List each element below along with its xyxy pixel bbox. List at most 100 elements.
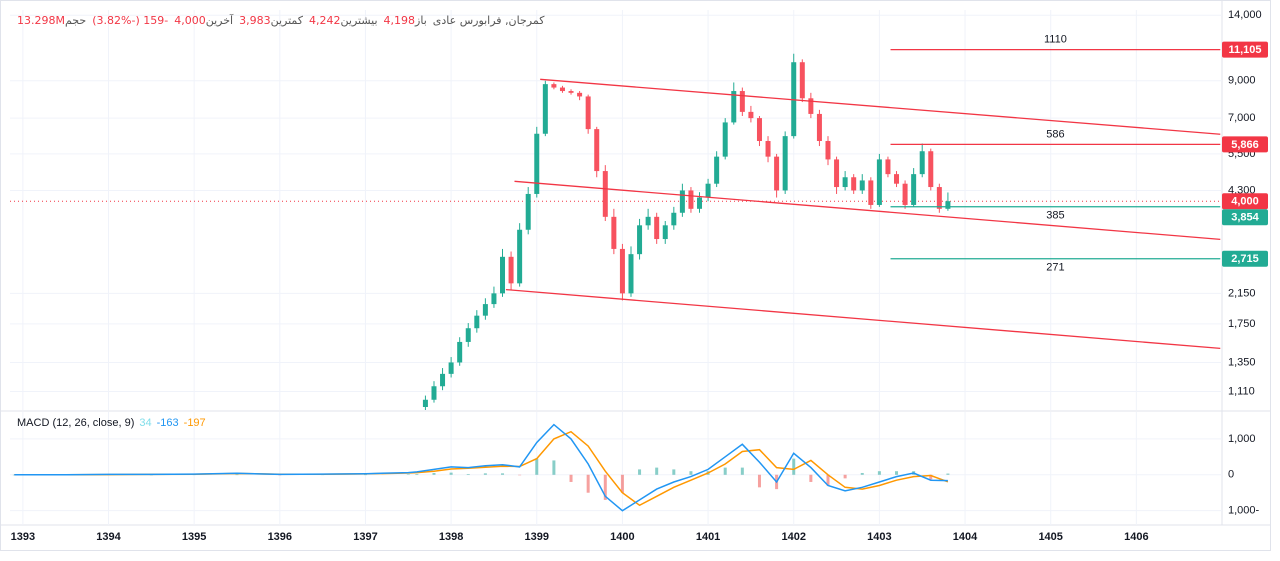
- price-badge-label: 5,866: [1231, 139, 1259, 151]
- y-tick-label: 1,110: [1228, 385, 1255, 397]
- volume-label: حجم: [64, 14, 87, 27]
- field-label: آخرین: [205, 14, 234, 27]
- histogram-bar: [432, 472, 436, 475]
- candle-body: [611, 216, 617, 249]
- candle-body: [816, 113, 822, 141]
- candle-body: [834, 159, 840, 188]
- candle-body: [448, 362, 454, 374]
- x-tick-label: 1398: [439, 531, 463, 543]
- histogram-bar: [860, 472, 864, 475]
- candle-body: [825, 140, 831, 160]
- x-tick-label: 1393: [11, 531, 35, 543]
- candle-body: [894, 174, 900, 184]
- candle-body: [671, 212, 677, 226]
- histogram-bar: [655, 467, 659, 475]
- price-badge-label: 3,854: [1231, 212, 1259, 224]
- candle-body: [851, 177, 857, 191]
- candle-body: [714, 156, 720, 184]
- histogram-bar: [415, 474, 419, 475]
- x-tick-label: 1394: [96, 531, 121, 543]
- candle-body: [525, 193, 531, 230]
- candle-body: [551, 84, 557, 88]
- change-value: -159 (-3.82%): [92, 14, 169, 27]
- price-badge-label: 11,105: [1228, 44, 1261, 56]
- candle-body: [705, 183, 711, 198]
- candle-body: [731, 91, 737, 123]
- y-tick-label: 1,350: [1228, 356, 1256, 368]
- field-value: 3,983: [239, 14, 271, 27]
- histogram-bar: [363, 474, 367, 476]
- y-tick-label: 7,000: [1228, 112, 1256, 124]
- candle-body: [619, 248, 625, 294]
- x-tick-label: 1406: [1124, 531, 1148, 543]
- candle-body: [697, 197, 703, 209]
- candle-body: [577, 92, 583, 97]
- candle-body: [876, 159, 882, 205]
- candle-body: [919, 151, 925, 175]
- candle-body: [782, 136, 788, 191]
- histogram-bar: [929, 474, 933, 480]
- histogram-bar: [235, 474, 239, 476]
- candle-body: [722, 122, 728, 157]
- level-text: 271: [1046, 262, 1064, 274]
- legend-value: 34: [139, 417, 152, 429]
- macd-legend-title: MACD (12, 26, close, 9): [17, 417, 135, 429]
- y-tick-label: 1,000-: [1228, 505, 1260, 517]
- candle-body: [945, 201, 951, 209]
- histogram-bar: [603, 474, 607, 500]
- histogram-bar: [792, 458, 796, 475]
- histogram-bar: [518, 474, 522, 476]
- candle-body: [422, 399, 428, 408]
- price-badge-label: 2,715: [1231, 253, 1259, 265]
- volume-value: 13.298M: [17, 14, 65, 27]
- candle-body: [774, 156, 780, 191]
- histogram-bar: [638, 469, 642, 475]
- x-tick-label: 1405: [1038, 531, 1062, 543]
- candle-body: [902, 183, 908, 205]
- candle-body: [885, 159, 891, 175]
- histogram-bar: [501, 473, 505, 475]
- candle-body: [457, 341, 463, 363]
- x-tick-label: 1395: [182, 531, 206, 543]
- histogram-bar: [483, 473, 487, 475]
- candle-body: [602, 171, 608, 217]
- candle-body: [928, 151, 934, 188]
- histogram-bar: [620, 474, 624, 493]
- candle-body: [859, 180, 865, 191]
- trend-line: [514, 180, 1221, 241]
- trend-line: [505, 288, 1221, 350]
- candle-body: [500, 256, 506, 294]
- symbol-header: کمرجان, فرابورس عادی باز4,198 بیشترین4,242…: [17, 14, 544, 27]
- price-badge: [1222, 209, 1268, 226]
- x-tick-label: 1397: [353, 531, 377, 543]
- price-badge-label: 4,000: [1231, 196, 1259, 208]
- candle-body: [585, 96, 591, 130]
- level-text: 586: [1046, 128, 1064, 140]
- y-tick-label: 0: [1228, 469, 1234, 481]
- histogram-bar: [672, 469, 676, 475]
- symbol-name: کمرجان, فرابورس عادی: [432, 14, 545, 27]
- histogram-bar: [12, 474, 16, 476]
- legend-value: -163: [156, 417, 179, 429]
- histogram-bar: [877, 471, 881, 475]
- macd-legend: MACD (12, 26, close, 9) 34 -163 -197: [17, 417, 206, 429]
- candle-body: [559, 87, 565, 92]
- histogram-bar: [740, 467, 744, 475]
- x-tick-label: 1396: [268, 531, 292, 543]
- x-tick-label: 1399: [525, 531, 549, 543]
- histogram-bar: [466, 474, 470, 475]
- histogram-bar: [569, 474, 573, 482]
- histogram-bar: [449, 472, 453, 475]
- price-badge: [1222, 193, 1268, 210]
- y-tick-label: 14,000: [1228, 9, 1262, 21]
- candle-body: [765, 140, 771, 157]
- candle-body: [491, 293, 497, 305]
- candle-body: [936, 187, 942, 209]
- field-value: 4,000: [174, 14, 206, 27]
- field-label: باز: [415, 14, 427, 27]
- candle-body: [868, 180, 874, 205]
- candle-body: [465, 328, 471, 342]
- y-tick-label: 9,000: [1228, 75, 1256, 87]
